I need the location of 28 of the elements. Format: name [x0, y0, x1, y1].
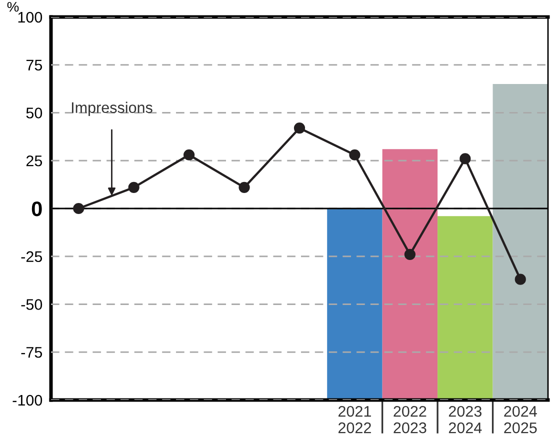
y-tick-label: 50 — [26, 108, 42, 118]
text: Impressions — [72, 102, 152, 116]
point — [128, 182, 140, 193]
point — [238, 182, 250, 193]
x-tick-label: 2024 2025 — [504, 406, 537, 434]
y-axis-title: % — [7, 2, 19, 12]
point — [404, 248, 416, 260]
point — [349, 149, 360, 160]
y-tick-label: -50 — [21, 299, 42, 310]
y-tick-label: -75 — [21, 347, 42, 358]
point — [294, 122, 306, 134]
y-tick-label: -100 — [12, 394, 42, 406]
x-tick-label: 2021 2022 — [338, 406, 371, 434]
point — [460, 153, 471, 164]
y-tick-label: 25 — [26, 155, 42, 166]
bar — [492, 84, 548, 400]
bar — [382, 149, 438, 400]
point — [514, 274, 526, 285]
point — [184, 149, 195, 160]
bar — [438, 216, 493, 400]
bar — [327, 208, 382, 400]
y-tick-label: 100 — [18, 12, 42, 23]
point — [73, 202, 84, 214]
y-tick-label: -25 — [21, 251, 42, 262]
y-tick-label: 0 — [32, 202, 42, 216]
x-tick-label: 2023 2024 — [448, 406, 482, 434]
x-tick-label: 2022 2023 — [394, 406, 426, 434]
y-tick-label: 75 — [26, 60, 42, 71]
